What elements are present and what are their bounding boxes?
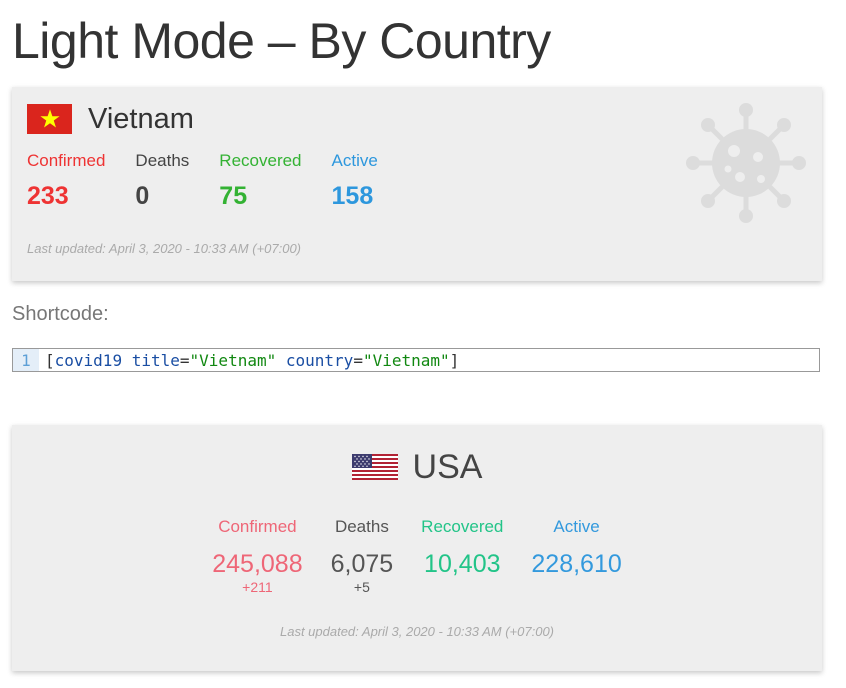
stat-value: 245,088 xyxy=(212,550,303,578)
stat-confirmed: Confirmed 245,088 +211 xyxy=(212,517,302,595)
card-header: Vietnam xyxy=(27,102,194,136)
stat-delta: +5 xyxy=(353,579,370,595)
country-name: Vietnam xyxy=(88,103,194,135)
stat-value: 75 xyxy=(219,182,248,210)
code-bracket: [ xyxy=(45,350,55,370)
stat-label: Recovered xyxy=(421,517,504,536)
virus-icon xyxy=(686,103,806,223)
stat-label: Confirmed xyxy=(218,517,297,536)
covid-card-usa: USA Confirmed 245,088 +211 Deaths 6,075 … xyxy=(12,425,822,671)
code-line[interactable]: [covid19 title="Vietnam" country="Vietna… xyxy=(45,350,460,370)
stat-label: Recovered xyxy=(219,151,302,170)
stat-value: 0 xyxy=(135,182,150,210)
page-title: Light Mode – By Country xyxy=(12,13,551,69)
code-bracket: ] xyxy=(449,350,460,370)
stat-value: 6,075 xyxy=(330,550,394,578)
stat-label: Deaths xyxy=(334,517,389,536)
stat-delta xyxy=(531,579,621,595)
stat-recovered: Recovered 10,403 xyxy=(421,517,503,595)
stat-label: Active xyxy=(331,151,378,170)
code-attr-title: title xyxy=(131,350,180,370)
stat-delta: +211 xyxy=(242,579,273,595)
last-updated: Last updated: April 3, 2020 - 10:33 AM (… xyxy=(27,241,302,256)
stat-value: 10,403 xyxy=(424,550,501,578)
last-updated: Last updated: April 3, 2020 - 10:33 AM (… xyxy=(279,624,554,639)
stats-row: Confirmed 245,088 +211 Deaths 6,075 +5 R… xyxy=(12,517,822,595)
code-attr-country: country xyxy=(285,350,354,370)
stat-label: Deaths xyxy=(135,151,190,170)
stat-confirmed: Confirmed 233 xyxy=(27,151,105,211)
stat-delta xyxy=(421,579,503,595)
stats-row: Confirmed 233 Deaths 0 Recovered 75 Acti… xyxy=(27,151,408,211)
shortcode-label: Shortcode: xyxy=(12,303,109,325)
country-name: USA xyxy=(412,448,483,486)
code-tag: covid19 xyxy=(54,350,123,370)
covid-card-vietnam: Vietnam Confirmed 233 Deaths 0 Recovered… xyxy=(12,87,822,281)
stat-value: 158 xyxy=(331,182,374,210)
stat-active: Active 228,610 xyxy=(531,517,621,595)
card-header: USA xyxy=(12,447,822,487)
stat-label: Active xyxy=(553,517,600,536)
vietnam-flag-icon xyxy=(27,104,72,134)
stat-value: 233 xyxy=(27,182,69,210)
code-block[interactable]: 1 [covid19 title="Vietnam" country="Viet… xyxy=(12,348,820,372)
stat-active: Active 158 xyxy=(332,151,378,211)
stat-deaths: Deaths 6,075 +5 xyxy=(331,517,394,595)
stat-recovered: Recovered 75 xyxy=(219,151,301,211)
stat-value: 228,610 xyxy=(531,550,622,578)
stat-label: Confirmed xyxy=(27,151,106,170)
usa-flag-icon xyxy=(351,454,398,480)
code-value-country: "Vietnam" xyxy=(362,350,450,370)
stat-deaths: Deaths 0 xyxy=(135,151,189,211)
code-value-title: "Vietnam" xyxy=(189,350,277,370)
line-number: 1 xyxy=(13,349,39,371)
